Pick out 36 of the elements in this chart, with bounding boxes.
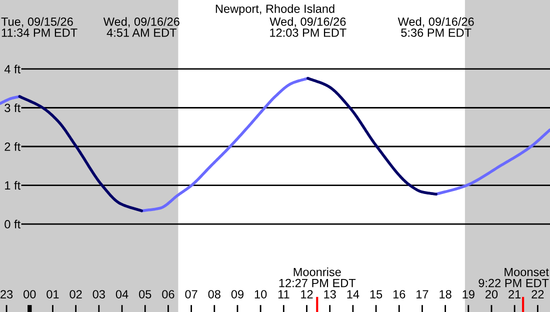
x-tick-label: 00 <box>24 290 36 298</box>
x-tick-label: 11 <box>278 290 290 298</box>
x-tick-label: 12 <box>301 290 313 298</box>
annotation: Wed, 09/16/26 5:36 PM EDT <box>398 17 474 37</box>
x-tick-label: 06 <box>162 290 174 298</box>
y-tick-label: 4 ft <box>4 64 20 74</box>
x-tick-label: 18 <box>440 290 452 298</box>
x-tick-label: 13 <box>324 290 336 298</box>
annotation: Tue, 09/15/26 11:34 PM EDT <box>1 17 78 37</box>
x-tick-label: 14 <box>347 290 360 298</box>
x-tick-label: 15 <box>370 290 382 298</box>
x-tick-label: 01 <box>46 290 59 298</box>
annotation: Wed, 09/16/26 12:03 PM EDT <box>270 17 346 37</box>
x-tick-label: 10 <box>254 290 267 298</box>
x-tick-label: 22 <box>532 290 544 298</box>
x-tick-label: 02 <box>70 290 82 298</box>
x-tick-label: 17 <box>416 290 428 298</box>
annotation: Wed, 09/16/26 4:51 AM EDT <box>103 17 180 37</box>
ref-line-label: Moonrise 12:27 PM EDT <box>279 268 356 288</box>
x-tick-label: 21 <box>508 290 521 298</box>
x-tick-label: 08 <box>208 290 220 298</box>
x-tick-label: 05 <box>139 290 152 298</box>
x-tick-label: 04 <box>116 290 128 298</box>
y-tick-label: 0 ft <box>4 220 20 228</box>
x-tick-label: 19 <box>462 290 474 298</box>
ref-line-label: Moonset 9:22 PM EDT <box>478 268 549 288</box>
y-tick-label: 3 ft <box>4 103 20 112</box>
x-tick-label: 03 <box>92 290 105 298</box>
x-tick-label: 07 <box>185 290 198 298</box>
x-tick-label: 20 <box>486 290 498 298</box>
x-tick-label: 23 <box>0 290 13 298</box>
y-tick-label: 2 ft <box>4 142 20 151</box>
y-tick-label: 1 ft <box>5 180 20 190</box>
x-tick-label: 16 <box>393 290 406 298</box>
x-tick-label: 09 <box>231 290 244 298</box>
chart-title: Newport, Rhode Island <box>216 4 334 16</box>
